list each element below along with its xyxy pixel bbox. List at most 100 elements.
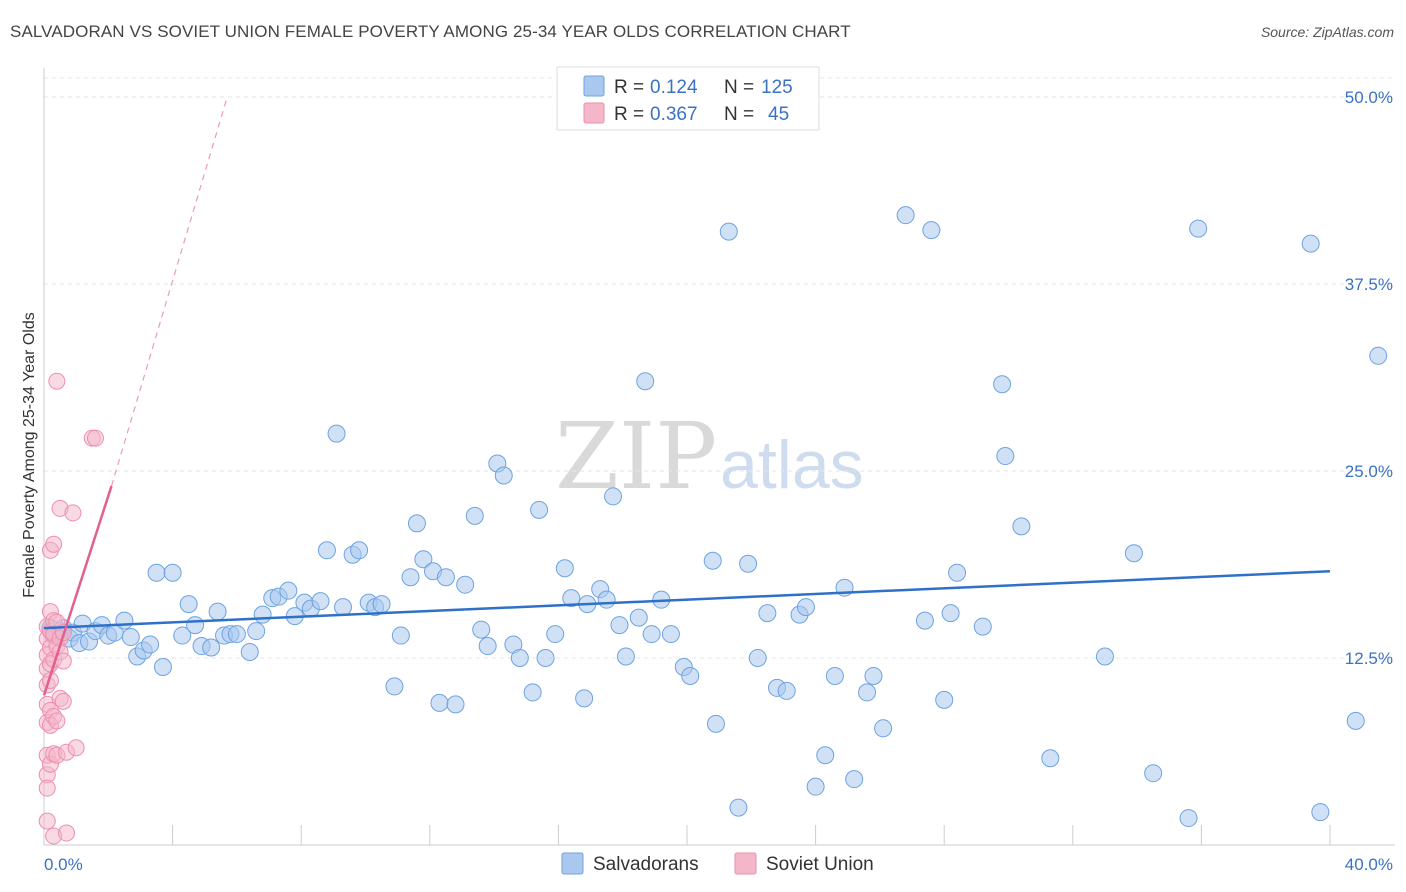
salvadorans-point-87 — [719, 222, 738, 241]
salvadorans-point-64 — [510, 649, 529, 667]
salvadorans-point-119 — [1189, 219, 1208, 238]
salvadorans-point-58 — [465, 506, 484, 525]
source-credit: Source: ZipAtlas.com — [1260, 24, 1394, 40]
axes — [43, 68, 1395, 846]
salvadorans-point-26 — [208, 602, 227, 621]
salvadorans-point-62 — [494, 466, 513, 485]
bottom-legend-label-salvadorans: Salvadorans — [593, 854, 699, 875]
salvadorans-point-80 — [642, 625, 661, 644]
trend-lines — [42, 96, 1331, 696]
y-tick-label-2: 37.5% — [1345, 275, 1393, 294]
salvadorans-point-100 — [845, 770, 864, 789]
soviet-union-point-40 — [58, 824, 76, 842]
salvadorans-point-106 — [922, 221, 941, 240]
soviet-union-point-44 — [86, 429, 104, 447]
salvadorans-point-84 — [681, 666, 700, 685]
tick-labels: 12.5% 25.0% 37.5% 50.0% 0.0% 40.0% — [44, 88, 1393, 874]
legend-r-label-1: R = — [614, 77, 644, 98]
salvadorans-point-116 — [1124, 544, 1143, 563]
salvadorans-point-103 — [874, 719, 893, 738]
legend-r-value-2: 0.367 — [650, 104, 698, 125]
salvadorans-point-29 — [227, 625, 246, 644]
watermark-atlas: atlas — [720, 427, 864, 503]
soviet-union-trend-line — [42, 485, 113, 696]
salvadorans-point-25 — [202, 638, 221, 657]
salvadorans-point-114 — [1041, 749, 1060, 768]
salvadorans-point-74 — [597, 590, 616, 609]
salvadorans-point-65 — [523, 683, 542, 702]
salvadorans-point-111 — [993, 375, 1012, 394]
salvadorans-point-69 — [555, 559, 574, 578]
legend-r-label-2: R = — [614, 104, 644, 125]
x-tick-label-min: 0.0% — [44, 855, 83, 874]
salvadorans-point-66 — [530, 500, 549, 519]
legend: R = 0.124 N = 125 R = 0.367 N = 45 — [556, 66, 820, 131]
salvadorans-point-108 — [941, 604, 960, 623]
chart-title: SALVADORAN VS SOVIET UNION FEMALE POVERT… — [10, 22, 851, 41]
salvadorans-point-35 — [279, 581, 298, 600]
salvadorans-point-110 — [973, 617, 992, 636]
salvadorans-point-13 — [115, 611, 134, 630]
grid-lines — [44, 77, 1395, 659]
salvadorans-point-49 — [391, 626, 410, 645]
soviet-union-point-42 — [67, 739, 85, 757]
salvadorans-point-120 — [1301, 234, 1320, 253]
salvadorans-point-115 — [1095, 647, 1114, 666]
salvadorans-point-48 — [385, 677, 404, 696]
soviet-union-point-9 — [38, 779, 56, 797]
salvadorans-point-118 — [1179, 809, 1198, 828]
salvadorans-point-57 — [456, 575, 475, 594]
salvadorans-point-88 — [729, 798, 748, 817]
salvadorans-point-42 — [333, 598, 352, 617]
salvadorans-point-39 — [311, 592, 330, 611]
salvadorans-point-77 — [616, 647, 635, 666]
salvadorans-point-30 — [240, 643, 259, 662]
legend-swatch-soviet-union — [583, 102, 605, 124]
bottom-legend-swatch-salvadorans — [561, 852, 584, 875]
salvadorans-point-122 — [1346, 711, 1365, 730]
salvadorans-point-121 — [1311, 803, 1330, 822]
y-tick-label-3: 50.0% — [1345, 88, 1393, 107]
salvadorans-point-60 — [478, 637, 497, 656]
salvadorans-point-20 — [163, 563, 182, 582]
salvadorans-point-89 — [739, 554, 758, 573]
salvadorans-point-40 — [317, 541, 336, 560]
salvadorans-point-31 — [247, 622, 266, 641]
soviet-union-trend-extension — [110, 96, 228, 487]
salvadorans-point-55 — [436, 568, 455, 587]
salvadorans-point-86 — [706, 714, 725, 733]
salvadorans-point-18 — [147, 563, 166, 582]
salvadorans-point-91 — [758, 604, 777, 623]
salvadorans-point-93 — [777, 681, 796, 700]
legend-n-label-1: N = — [724, 77, 754, 98]
soviet-union-point-30 — [48, 712, 66, 730]
soviet-union-point-38 — [54, 692, 72, 710]
salvadorans-point-17 — [141, 635, 160, 654]
salvadorans-point-51 — [407, 514, 426, 533]
bottom-legend: Salvadorans Soviet Union — [561, 852, 874, 875]
salvadorans-point-102 — [864, 666, 883, 685]
salvadorans-points — [41, 206, 1388, 828]
salvadorans-point-95 — [796, 598, 815, 617]
salvadorans-point-41 — [327, 424, 346, 443]
soviet-union-point-20 — [45, 535, 63, 553]
salvadorans-point-52 — [414, 550, 433, 569]
salvadorans-point-70 — [562, 589, 581, 608]
legend-n-value-1: 125 — [761, 77, 793, 98]
salvadorans-point-71 — [575, 689, 594, 708]
salvadorans-trend-line — [43, 569, 1331, 630]
bottom-legend-label-soviet-union: Soviet Union — [766, 854, 874, 875]
salvadorans-point-107 — [935, 690, 954, 709]
salvadorans-point-47 — [372, 595, 391, 614]
soviet-union-point-41 — [64, 504, 82, 522]
bottom-legend-swatch-soviet-union — [734, 852, 757, 875]
salvadorans-point-123 — [1369, 346, 1388, 365]
legend-n-value-2: 45 — [768, 104, 789, 125]
salvadorans-point-109 — [948, 563, 967, 582]
legend-r-value-1: 0.124 — [650, 77, 698, 98]
salvadorans-point-117 — [1144, 764, 1163, 783]
salvadorans-point-54 — [430, 693, 449, 712]
salvadorans-point-23 — [186, 616, 205, 635]
salvadorans-point-56 — [446, 695, 465, 714]
